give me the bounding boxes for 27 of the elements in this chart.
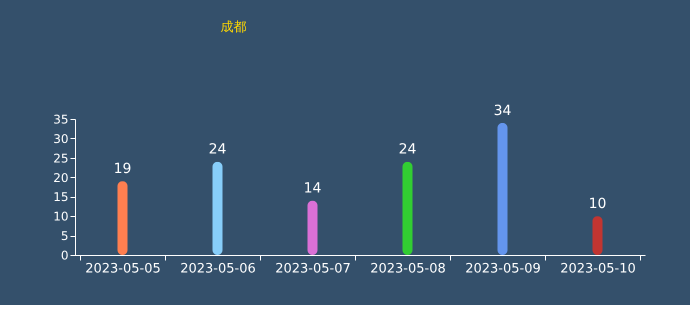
bar: [498, 122, 508, 255]
x-tick-label: 2023-05-08: [370, 262, 446, 276]
y-tick-label: 30: [53, 132, 68, 146]
y-tick-label: 20: [53, 170, 68, 185]
bar: [212, 162, 222, 255]
data-label: 14: [304, 180, 322, 197]
bar: [402, 162, 412, 255]
bar: [592, 216, 602, 255]
x-tick-label: 2023-05-07: [275, 262, 351, 276]
data-label: 24: [208, 142, 226, 158]
data-label: 24: [398, 142, 416, 158]
bar: [308, 200, 318, 255]
y-tick-label: 35: [53, 112, 68, 126]
y-tick-label: 5: [60, 229, 68, 244]
y-tick-label: 15: [53, 190, 68, 204]
bar: [118, 181, 128, 255]
y-tick-label: 10: [53, 210, 68, 224]
data-label: 10: [588, 196, 606, 212]
data-label: 19: [114, 161, 132, 178]
x-tick-label: 2023-05-06: [180, 262, 256, 276]
data-label: 34: [494, 102, 512, 119]
y-tick-label: 25: [53, 151, 68, 166]
y-tick-label: 0: [60, 248, 68, 262]
x-tick-label: 2023-05-09: [465, 262, 541, 276]
x-tick-label: 2023-05-05: [85, 262, 161, 276]
chart-title: 成都: [220, 20, 247, 35]
x-tick-label: 2023-05-10: [560, 262, 636, 276]
